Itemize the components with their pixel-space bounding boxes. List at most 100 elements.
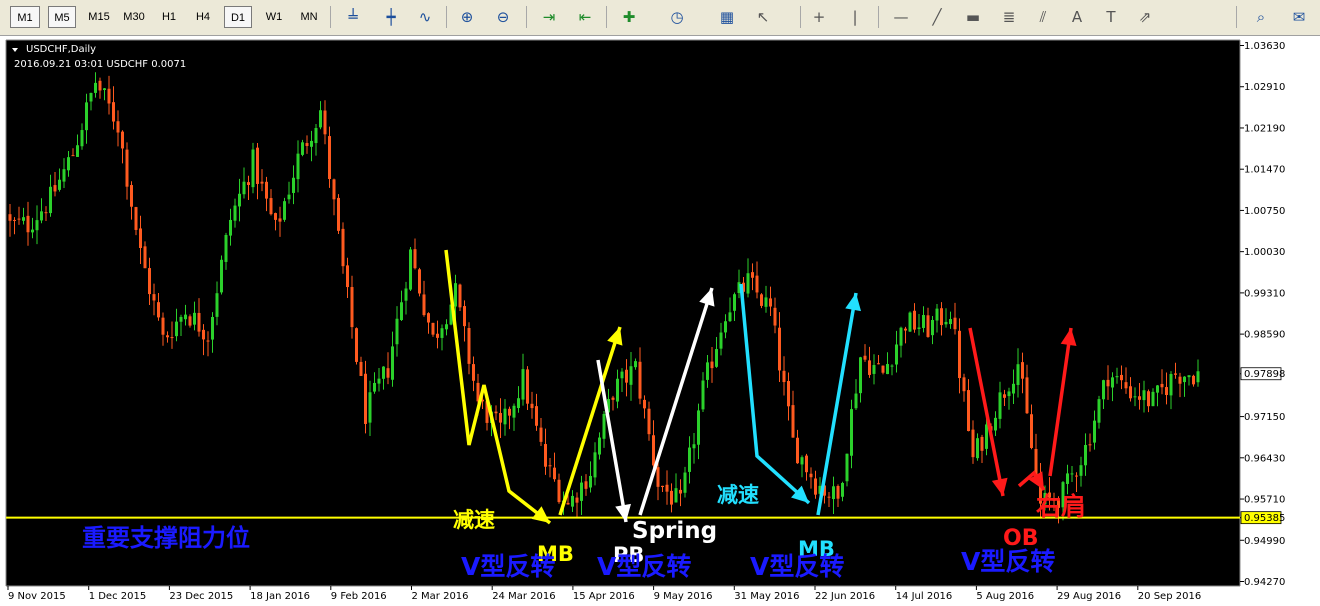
candle [418, 267, 421, 297]
candle [35, 205, 39, 245]
candle [1034, 433, 1038, 478]
candlestick-icon[interactable]: ┿ [386, 8, 396, 26]
candle [598, 432, 601, 460]
x-tick-label: 9 May 2016 [654, 591, 713, 602]
candle [134, 206, 138, 236]
candle [427, 312, 430, 334]
candle [683, 466, 687, 498]
y-tick-label: 1.01470 [1244, 165, 1285, 176]
y-tick-label: 1.03630 [1244, 41, 1285, 52]
candle [292, 165, 295, 205]
text-icon[interactable]: A [1071, 8, 1083, 26]
collapse-arrow-icon[interactable] [12, 48, 18, 52]
periods-icon[interactable]: ◷ [670, 8, 684, 26]
candle [1039, 462, 1042, 519]
candle [593, 442, 597, 486]
timeframe-w1-button[interactable]: W1 [265, 11, 283, 23]
text-label-icon[interactable]: T [1106, 8, 1116, 26]
candle [89, 92, 93, 111]
candle [706, 354, 709, 388]
fibonacci-icon[interactable]: ≣ [1002, 8, 1016, 26]
candle [773, 297, 777, 334]
candle [1187, 375, 1191, 386]
candle [188, 314, 192, 328]
x-tick-label: 9 Feb 2016 [331, 591, 387, 602]
candle [881, 365, 885, 375]
zoom-out-icon[interactable]: ⊖ [496, 8, 510, 26]
toolbar-separator [526, 6, 527, 28]
candle [512, 403, 516, 431]
crosshair-icon[interactable]: + [812, 8, 826, 26]
candle [305, 135, 309, 154]
candle [620, 368, 624, 393]
candle [841, 481, 844, 502]
candle [467, 322, 471, 375]
timeframe-m5-button[interactable]: M5 [48, 6, 76, 28]
candle [661, 485, 664, 492]
candle [962, 373, 966, 402]
channel-icon[interactable]: ⫽ [1039, 8, 1047, 26]
candle [782, 356, 786, 396]
templates-icon[interactable]: ▦ [719, 8, 735, 26]
candle [1016, 348, 1020, 398]
chart-area[interactable]: 重要支撑阻力位 减速 MB V型反转 PB V型反转 Spring 减速 MB V型反转 OB 右肩 V… [0, 36, 1320, 602]
candle [71, 148, 75, 157]
timeframe-m15-button[interactable]: M15 [88, 11, 110, 23]
candle [791, 390, 795, 438]
x-tick-label: 5 Aug 2016 [976, 591, 1034, 602]
candle [836, 484, 840, 508]
zoom-in-icon[interactable]: ⊕ [460, 8, 474, 26]
candle [431, 322, 435, 337]
candle [1093, 410, 1096, 450]
timeframe-m30-button[interactable]: M30 [123, 11, 145, 23]
auto-scroll-icon[interactable]: ⇥ [542, 8, 556, 26]
candle [197, 298, 201, 337]
candle [368, 380, 372, 436]
x-tick-label: 22 Jun 2016 [815, 591, 875, 602]
candle [553, 452, 556, 482]
indicators-icon[interactable]: ✚ [622, 8, 636, 26]
timeframe-d1-button[interactable]: D1 [224, 6, 252, 28]
timeframe-m1-button[interactable]: M1 [10, 6, 40, 28]
candle [535, 393, 538, 431]
candle [625, 359, 628, 397]
trendline-icon[interactable]: ╱ [932, 8, 942, 26]
chat-icon[interactable]: ✉ [1292, 8, 1306, 26]
horizontal-line-icon[interactable]: — [893, 8, 909, 26]
candle [769, 286, 772, 317]
cursor-icon[interactable]: ↖ [756, 8, 770, 26]
candle [49, 174, 52, 217]
rectangle-icon[interactable]: ▬ [965, 8, 981, 26]
candle [238, 178, 241, 222]
candle [1052, 492, 1056, 512]
candle [170, 321, 174, 349]
pb-label: PB [613, 543, 644, 567]
chart-shift-icon[interactable]: ⇤ [578, 8, 592, 26]
symbol-label: USDCHF,Daily [26, 44, 96, 55]
support-level-label: 重要支撑阻力位 [82, 524, 250, 552]
mb-label: MB [798, 537, 835, 561]
candle [940, 302, 943, 336]
deceleration-label: 减速 [453, 508, 495, 532]
candle [323, 100, 327, 145]
candle [733, 292, 736, 322]
timeframe-mn-button[interactable]: MN [300, 11, 318, 23]
x-tick-label: 20 Sep 2016 [1138, 591, 1201, 602]
timeframe-h4-button[interactable]: H4 [195, 11, 211, 23]
candle [233, 198, 237, 228]
arrows-icon[interactable]: ⇗ [1138, 8, 1152, 26]
candle [994, 411, 997, 436]
candle [1079, 456, 1083, 487]
timeframe-h1-button[interactable]: H1 [161, 11, 177, 23]
candle [130, 181, 133, 220]
candle [296, 140, 300, 193]
line-chart-icon[interactable]: ∿ [418, 8, 432, 26]
bar-chart-icon[interactable]: ╧ [348, 8, 358, 26]
candle [1138, 383, 1141, 410]
candle [355, 327, 358, 365]
search-icon[interactable]: ⌕ [1256, 8, 1266, 26]
vertical-line-icon[interactable]: | [852, 8, 858, 26]
y-tick-label: 0.99310 [1244, 288, 1285, 299]
